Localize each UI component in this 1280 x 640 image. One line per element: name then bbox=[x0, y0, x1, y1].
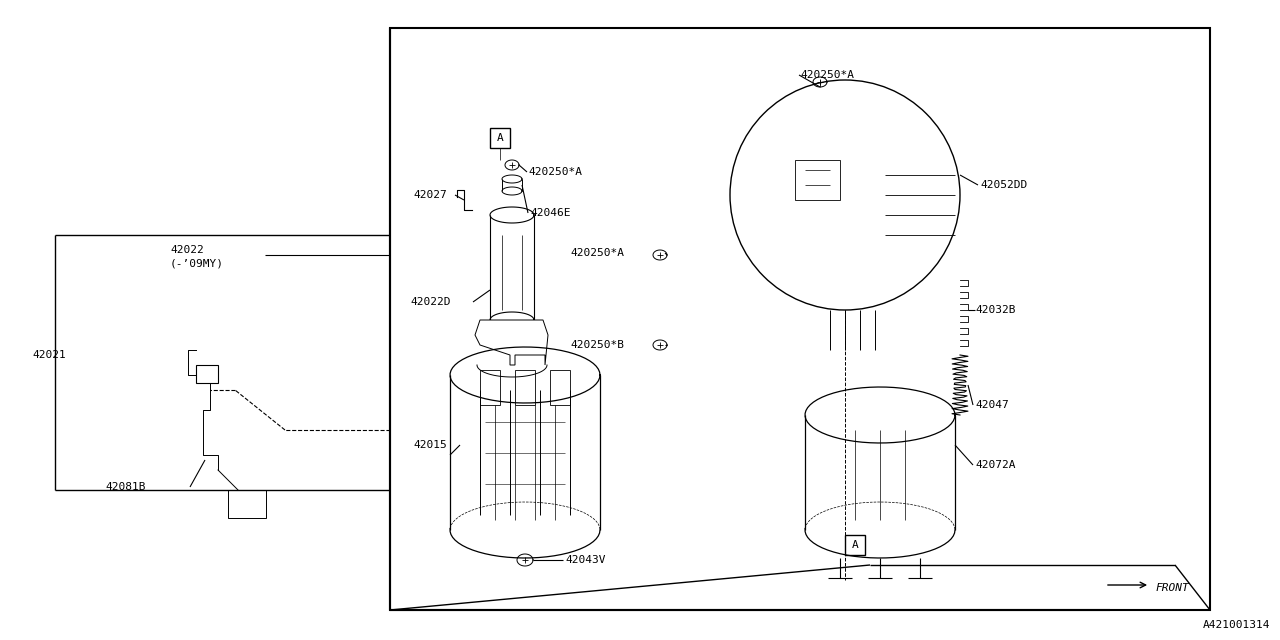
Bar bbox=[228, 490, 266, 518]
Bar bbox=[490, 128, 509, 148]
Text: 420250*A: 420250*A bbox=[570, 248, 625, 258]
Text: 42015: 42015 bbox=[413, 440, 447, 450]
Bar bbox=[390, 28, 1210, 610]
Bar bbox=[515, 370, 535, 405]
Polygon shape bbox=[475, 320, 548, 365]
Text: 420250*A: 420250*A bbox=[800, 70, 854, 80]
Text: 42052DD: 42052DD bbox=[980, 180, 1028, 190]
Text: 42027: 42027 bbox=[413, 190, 447, 200]
Text: 42021: 42021 bbox=[32, 350, 65, 360]
Text: 42072A: 42072A bbox=[975, 460, 1015, 470]
Text: 420250*A: 420250*A bbox=[529, 167, 582, 177]
Text: 42022: 42022 bbox=[170, 245, 204, 255]
Text: FRONT: FRONT bbox=[1155, 583, 1189, 593]
Bar bbox=[845, 535, 865, 555]
Bar bbox=[480, 370, 500, 405]
Text: 420250*B: 420250*B bbox=[570, 340, 625, 350]
Bar bbox=[795, 160, 840, 200]
Text: A: A bbox=[497, 133, 503, 143]
Text: 42081B: 42081B bbox=[105, 482, 146, 492]
Text: 42046E: 42046E bbox=[530, 208, 571, 218]
Bar bbox=[550, 370, 570, 405]
Text: A421001314: A421001314 bbox=[1202, 620, 1270, 630]
Text: 42047: 42047 bbox=[975, 400, 1009, 410]
Text: 42032B: 42032B bbox=[975, 305, 1015, 315]
Bar bbox=[196, 365, 218, 383]
Text: (-’09MY): (-’09MY) bbox=[170, 259, 224, 269]
Text: 42022D: 42022D bbox=[410, 297, 451, 307]
Text: A: A bbox=[851, 540, 859, 550]
Text: 42043V: 42043V bbox=[564, 555, 605, 565]
